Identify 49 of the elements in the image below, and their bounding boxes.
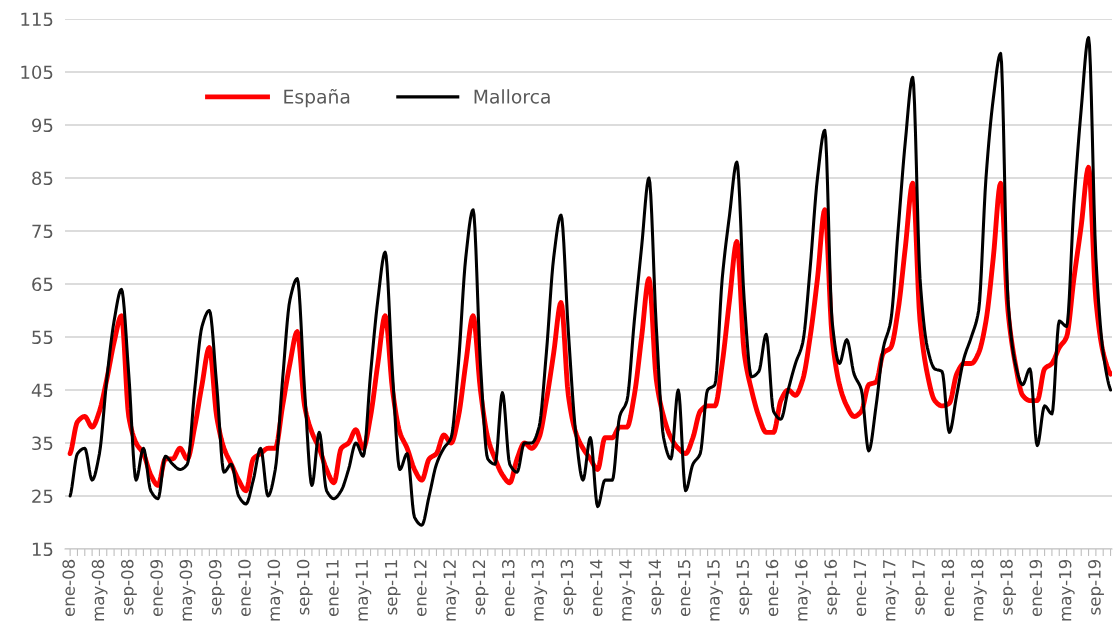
y-tick-label: 65	[32, 277, 53, 292]
x-tick-label: ene-14	[590, 559, 603, 617]
y-tick-label: 75	[32, 224, 53, 239]
y-tick-label: 105	[21, 65, 53, 80]
x-tick-label: sep-17	[912, 560, 929, 615]
x-tick-label: sep-19	[1088, 559, 1104, 615]
x-tick-label: sep-12	[472, 560, 489, 615]
x-tick-label: may-19	[1058, 559, 1075, 621]
x-tick-label: may-17	[883, 560, 899, 621]
x-tick-label: may-14	[619, 559, 636, 621]
x-tick-label: may-18	[970, 559, 987, 621]
y-tick-label: 45	[31, 383, 53, 398]
x-tick-label: ene-17	[853, 560, 867, 617]
x-tick-label: may-16	[795, 559, 811, 621]
x-tick-label: ene-19	[1029, 559, 1043, 617]
x-tick-label: may-11	[355, 560, 372, 621]
x-tick-label: sep-16	[824, 559, 841, 615]
x-tick-label: ene-08	[62, 559, 75, 617]
y-tick-label: 55	[32, 330, 53, 345]
legend-label: España	[284, 88, 350, 108]
y-tick-label: 15	[32, 542, 53, 557]
x-tick-label: sep-14	[648, 559, 665, 615]
x-tick-label: may-08	[91, 559, 108, 621]
x-tick-label: may-13	[531, 560, 548, 621]
x-tick-label: may-15	[707, 560, 723, 621]
x-tick-label: ene-16	[765, 559, 779, 617]
x-tick-label: ene-09	[150, 559, 163, 617]
y-tick-label: 115	[21, 12, 53, 27]
x-tick-label: ene-15	[678, 560, 691, 617]
x-tick-label: ene-18	[941, 559, 955, 617]
x-tick-label: may-09	[179, 559, 196, 621]
x-tick-label: sep-09	[208, 559, 225, 615]
y-tick-label: 95	[32, 118, 53, 133]
y-tick-label: 85	[32, 171, 53, 186]
x-tick-label: ene-10	[238, 559, 251, 617]
x-tick-label: sep-10	[296, 559, 313, 615]
x-tick-label: may-12	[443, 560, 460, 621]
x-tick-label: sep-18	[1000, 559, 1017, 615]
x-tick-label: sep-11	[384, 560, 401, 615]
y-tick-label: 35	[32, 436, 53, 451]
x-tick-label: may-10	[267, 559, 284, 621]
legend-label: Mallorca	[474, 89, 550, 104]
x-tick-label: ene-11	[326, 560, 339, 617]
y-tick-label: 25	[32, 489, 53, 504]
x-tick-label: ene-12	[414, 560, 427, 617]
x-tick-label: sep-15	[736, 560, 753, 615]
x-tick-label: sep-13	[560, 560, 577, 615]
x-tick-label: sep-08	[120, 559, 137, 615]
x-tick-label: ene-13	[501, 560, 515, 617]
